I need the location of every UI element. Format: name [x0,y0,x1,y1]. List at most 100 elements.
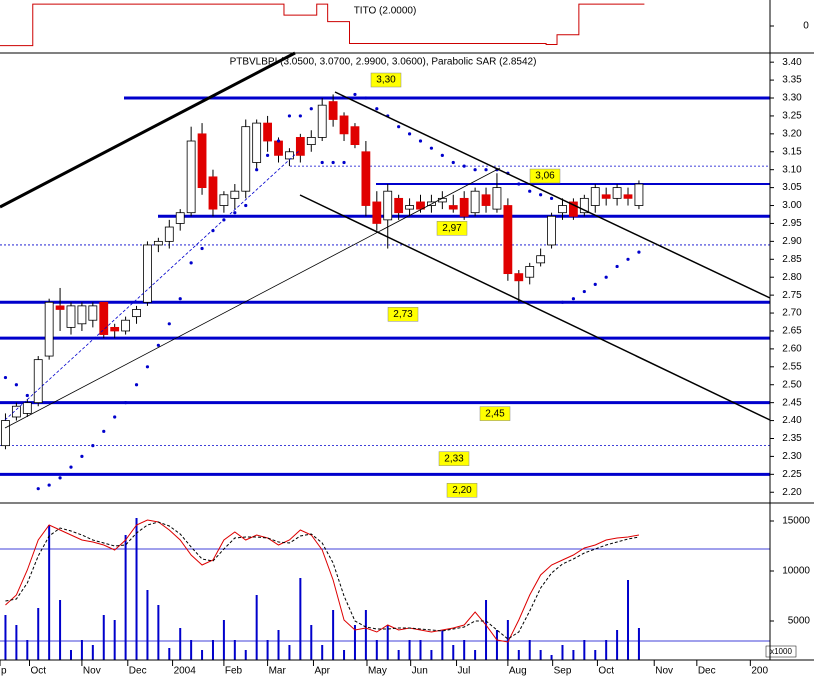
candle-body [143,244,152,303]
y-tick-label: 2.75 [782,290,802,301]
sar-dot [626,257,630,261]
candle-body [634,183,644,206]
volume-bar [539,650,542,660]
volume-bar [506,620,509,660]
volume-bar [561,645,564,660]
volume-bar [168,648,171,660]
x-tick-label: Oct [598,666,614,677]
volume-bar [474,650,477,660]
candle-body [405,205,414,210]
volume-bar [343,650,346,660]
volume-bar [485,600,488,660]
sar-dot [517,182,521,186]
volume-bar [37,608,40,660]
candle-body [164,226,174,242]
candle-body [558,205,567,214]
trend-line [0,51,296,209]
candle-body [416,201,425,210]
volume-bar [211,640,214,660]
x-tick-label: Nov [83,666,101,677]
candle-body [1,420,10,447]
candle-body [285,151,294,160]
volume-bar [408,640,411,660]
volume-bar [528,640,531,660]
x-tick-label: Aug [509,666,527,677]
y-tick-label: 3.30 [782,93,802,104]
volume-bar [157,605,160,660]
sar-dot [549,196,554,200]
candle-body [503,205,513,275]
y-tick-label: 3.35 [782,75,802,86]
sar-dot [3,375,8,380]
candle-body [197,133,207,189]
sar-dot [451,160,455,165]
y-tick-label: 2.80 [782,272,802,283]
x-tick-label: May [368,666,387,677]
volume-bar [135,518,138,660]
candle-body [175,212,185,224]
sar-dot [320,160,324,165]
sar-dot [560,300,565,304]
volume-bar [397,650,400,660]
trend-line [4,149,301,421]
candle-body [132,309,141,318]
indicator-title: TITO (2.0000) [354,6,417,17]
sar-dot [255,168,259,172]
y-tick-label: 2.55 [782,361,802,372]
y-tick-label: 2.25 [782,469,802,480]
y-tick-label: 2.40 [782,415,802,426]
candle-body [66,305,76,328]
y-tick-label: 0 [803,21,809,32]
y-tick-label: 2.30 [782,451,802,462]
y-tick-label: 3.05 [782,182,802,193]
sar-dot [582,289,586,294]
y-tick-label: 2.95 [782,218,802,229]
candle-body [252,122,262,163]
volume-bar [69,650,72,660]
volume-bar [91,645,94,660]
candle-body [306,137,316,146]
candle-body [99,301,109,335]
trend-line [4,167,501,429]
level-label: 3,30 [376,75,396,86]
volume-bar [572,650,575,660]
candle-body [11,405,21,418]
trend-line [334,91,771,299]
sar-dot [287,114,292,118]
candle-body [241,126,251,192]
volume-bar [244,650,247,660]
candle-body [22,402,32,414]
x-tick-label: Nov [655,666,673,677]
level-label: 2,45 [485,408,505,419]
oscillator-line [5,521,640,640]
candle-body [295,137,305,156]
y-tick-label: 2.45 [782,397,802,408]
sar-dot [113,415,117,419]
x-tick-label: 2004 [174,666,197,677]
y-tick-label: 3.15 [782,146,802,157]
sar-dot [58,476,62,480]
candle-body [601,194,611,199]
x-tick-label: Dec [698,666,716,677]
volume-bar [627,580,630,660]
sar-dot [167,322,171,326]
x-tick-label: Oct [30,666,46,677]
volume-bar [146,590,149,660]
candle-body [459,197,469,217]
candle-body [317,104,327,138]
level-label-box [387,307,419,322]
volume-bar [430,650,433,660]
volume-bar [266,640,269,660]
volume-bar [288,645,291,660]
plot-layer: 0 TITO (2.0000) 3.40 3.35 3.30 3.25 3.20 3.15 3.… [0,3,810,677]
y-tick-label: 3.20 [782,128,802,139]
x-tick-label: Mar [269,666,287,677]
sar-dot [233,211,237,215]
y-tick-label: 15000 [782,516,810,527]
candle-body [361,151,371,206]
sar-dot [604,275,608,279]
volume-bar [222,620,225,660]
volume-bar [364,610,367,660]
sar-dot [593,282,597,286]
candle-body [110,326,120,332]
